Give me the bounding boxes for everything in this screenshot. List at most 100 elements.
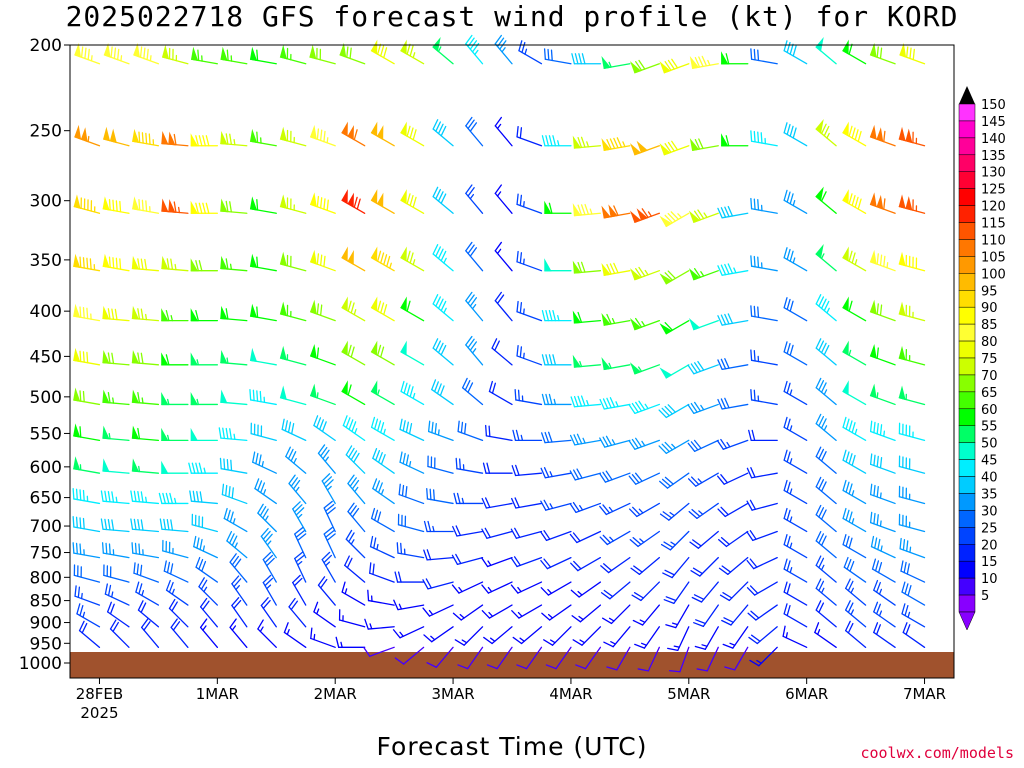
barb-full-flag [317,576,326,586]
barb-full-flag [107,391,111,404]
barb-full-flag [130,490,134,502]
barb-shaft [461,387,484,406]
barb-shaft [435,646,454,668]
barb-half-flag [589,208,593,215]
barb-full-flag [225,484,228,497]
barb-half-flag [316,392,319,399]
colorbar-label: 30 [981,504,998,519]
barb-half-flag [437,429,440,436]
barb-shaft [842,517,867,533]
barb-pennant [190,308,199,322]
barb-pennant [279,251,287,267]
barb-full-flag [256,131,259,144]
barb-shaft [721,364,749,370]
barb-shaft [260,535,277,559]
barb-half-flag [316,608,320,615]
barb-full-flag [134,542,137,555]
barb-half-flag [141,397,144,404]
wind-barb [718,556,749,575]
barb-full-flag [818,580,825,592]
barb-full-flag [437,248,444,260]
wind-barb [481,556,513,568]
wind-barb [131,255,160,272]
wind-barb [873,622,896,648]
barb-pennant [341,121,348,137]
barb-full-flag [638,400,646,411]
barb-full-flag [432,244,439,255]
barb-full-flag [815,446,822,458]
barb-half-flag [262,489,267,496]
barb-shaft [815,587,837,606]
barb-full-flag [664,214,673,224]
barb-pennant [899,42,907,58]
barb-half-flag [398,603,403,610]
barb-shaft [168,607,189,628]
barb-full-flag [256,256,259,269]
barb-full-flag [789,250,794,262]
wind-barb [658,439,690,455]
barb-full-flag [145,132,148,145]
barb-full-flag [325,503,335,512]
barb-full-flag [226,49,229,62]
y-tick-label: 500 [30,388,62,408]
barb-full-flag [697,209,705,220]
barb-half-flag [608,506,614,513]
barb-shaft [544,58,572,65]
wind-barb [220,389,248,406]
wind-barb [72,516,101,533]
barb-full-flag [317,444,326,454]
barb-full-flag [661,478,672,487]
barb-full-flag [225,427,229,440]
barb-shaft [515,530,543,539]
barb-full-flag [233,599,242,610]
barb-full-flag [662,572,673,579]
wind-barb [815,186,837,214]
barb-full-flag [483,636,493,645]
barb-full-flag [720,506,729,516]
barb-shaft [73,498,101,505]
barb-full-flag [851,252,856,264]
barb-half-flag [326,137,329,144]
barb-full-flag [750,130,753,142]
barb-full-flag [667,270,677,280]
barb-full-flag [900,560,904,572]
barb-shaft [520,626,543,645]
barb-half-flag [167,434,170,442]
wind-barb [130,518,160,533]
barb-full-flag [461,377,468,389]
barb-pennant [190,46,199,62]
barb-full-flag [750,634,761,642]
barb-full-flag [409,45,414,57]
barb-full-flag [440,193,447,204]
barb-full-flag [488,425,491,438]
barb-pennant [161,427,169,442]
barb-half-flag [380,489,384,496]
barb-shaft [635,472,660,485]
barb-full-flag [580,261,586,273]
colorbar-label: 45 [981,454,998,469]
barb-half-flag [399,631,404,637]
wind-barb [869,192,896,214]
barb-pennant [400,296,407,312]
barb-pennant [309,44,317,60]
barb-full-flag [789,43,794,55]
barb-full-flag [397,571,402,583]
barb-full-flag [316,347,320,359]
barb-full-flag [902,539,906,551]
barb-shaft [109,628,130,648]
barb-full-flag [818,415,825,427]
barb-half-flag [522,201,525,208]
barb-full-flag [165,579,171,591]
barb-shaft [545,502,572,511]
barb-full-flag [81,622,88,634]
barb-full-flag [158,492,163,505]
wind-barb [188,462,218,474]
barb-half-flag [501,47,506,53]
barb-half-flag [496,123,502,130]
barb-half-flag [641,321,646,327]
barb-half-flag [313,633,316,641]
barb-full-flag [899,537,902,550]
barb-full-flag [573,560,582,570]
barb-shaft [345,454,366,474]
barb-shaft [191,524,218,533]
